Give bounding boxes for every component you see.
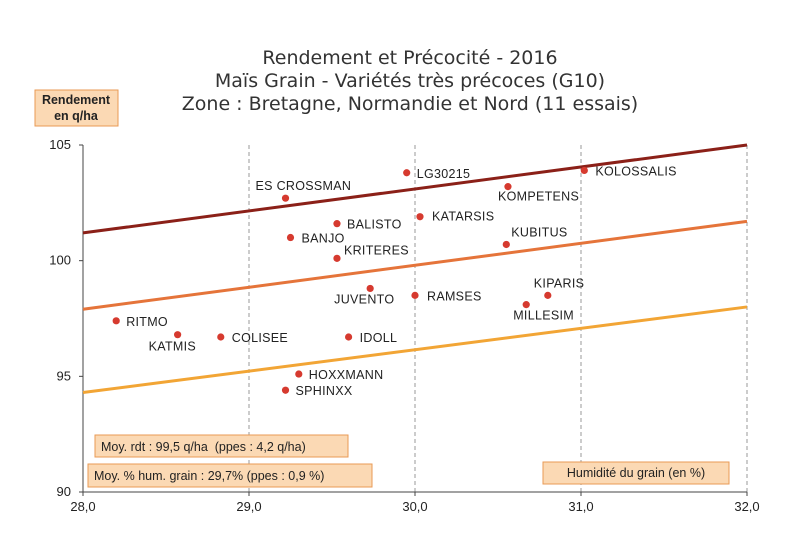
y-tick-label-1: 95 [57,368,71,383]
point-es-crossman [281,194,290,202]
trend-line-upper [82,143,748,235]
x-tick-label-3: 31,0 [568,499,593,514]
point-juvento [366,284,374,293]
point-label-hoxxmann: HOXXMANN [309,368,384,382]
point-label-kriteres: KRITERES [344,243,409,257]
point-kompetens [504,183,512,191]
y-axis-label-line-1: Rendement [42,93,111,107]
point-kubitus [502,240,510,249]
trend-lines [82,143,748,395]
point-label-balisto: BALISTO [347,218,402,232]
point-katmis [174,331,182,339]
point-colisee [217,333,225,341]
point-katarsis [416,213,424,221]
point-label-es-crossman: ES CROSSMAN [256,179,352,193]
title-line-3: Zone : Bretagne, Normandie et Nord (11 e… [182,93,638,115]
point-label-lg30215: LG30215 [417,167,471,181]
data-point-labels: LG30215 KOLOSSALIS ES CROSSMAN KOMPETENS KAT… [126,164,677,398]
annotation-mean-humidity-text: Moy. % hum. grain : 29,7% (ppes : 0,9 %) [94,469,324,483]
chart-title: Rendement et Précocité - 2016 Maïs Grain… [182,47,638,115]
point-kolossalis [580,166,588,175]
annotation-mean-yield-text: Moy. rdt : 99,5 q/ha (ppes : 4,2 q/ha) [101,440,306,454]
trend-line-mean [82,219,748,311]
point-label-kolossalis: KOLOSSALIS [595,164,677,178]
point-hoxxmann [295,370,303,378]
vertical-gridlines [248,145,748,492]
point-label-kubitus: KUBITUS [511,225,567,239]
trend-line-lower [82,305,748,395]
title-line-2: Maïs Grain - Variétés très précoces (G10… [215,70,605,92]
x-axis-label-text: Humidité du grain (en %) [567,466,705,480]
point-kiparis [544,291,552,299]
x-tick-label-4: 32,0 [734,499,759,514]
y-axis-label-line-2: en q/ha [54,109,99,123]
point-banjo [286,233,295,242]
point-label-millesim: MILLESIM [513,309,574,323]
point-label-kompetens: KOMPETENS [498,190,579,204]
y-tick-label-2: 100 [49,253,71,268]
point-label-colisee: COLISEE [232,331,288,345]
point-label-katmis: KATMIS [149,340,196,354]
x-axis-label: Humidité du grain (en %) [542,461,730,485]
point-kriteres [333,254,341,262]
point-label-ritmo: RITMO [126,315,168,329]
x-tick-labels: 28,0 29,0 30,0 31,0 32,0 [70,492,760,514]
point-label-kiparis: KIPARIS [534,276,585,290]
annotation-mean-yield: Moy. rdt : 99,5 q/ha (ppes : 4,2 q/ha) [94,434,349,458]
point-label-idoll: IDOLL [360,331,398,345]
point-idoll [345,333,353,341]
point-lg30215 [403,169,411,177]
y-axis-label: Rendement en q/ha [34,89,119,127]
title-line-1: Rendement et Précocité - 2016 [262,47,557,69]
y-tick-label-0: 90 [57,484,71,499]
point-label-katarsis: KATARSIS [432,210,494,224]
point-label-ramses: RAMSES [427,289,482,303]
point-millesim [522,301,530,309]
point-balisto [333,220,341,228]
point-ritmo [112,317,120,325]
point-ramses [411,291,419,299]
point-label-banjo: BANJO [302,232,345,246]
x-tick-label-0: 28,0 [70,499,95,514]
x-tick-label-1: 29,0 [236,499,261,514]
point-label-juvento: JUVENTO [334,292,394,306]
x-tick-label-2: 30,0 [402,499,427,514]
y-tick-labels: 90 95 100 105 [49,137,83,499]
annotation-mean-humidity: Moy. % hum. grain : 29,7% (ppes : 0,9 %) [87,463,373,488]
point-sphinxx [281,386,290,394]
data-points [112,166,588,394]
point-label-sphinxx: SPHINXX [296,384,353,398]
y-tick-label-3: 105 [49,137,71,152]
